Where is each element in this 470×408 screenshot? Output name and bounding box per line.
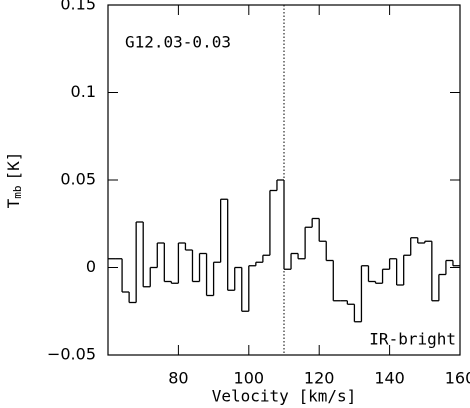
- y-tick-label: 0.05: [60, 170, 96, 189]
- y-tick-label: 0.15: [60, 0, 96, 14]
- y-label-sub: mb: [11, 186, 24, 199]
- y-label-main: T: [4, 198, 23, 208]
- x-tick-label: 120: [304, 369, 335, 388]
- annotation: G12.03-0.03: [125, 33, 231, 52]
- x-tick-label: 140: [374, 369, 405, 388]
- x-axis-label: Velocity [km/s]: [212, 387, 357, 406]
- y-tick-label: 0.1: [71, 82, 96, 101]
- x-tick-label: 160: [445, 369, 470, 388]
- y-axis-label: Tmb [K]: [4, 152, 25, 209]
- y-tick-label: 0: [86, 257, 96, 276]
- y-tick-label: −0.05: [47, 345, 96, 364]
- annotation: IR-bright: [369, 330, 456, 349]
- x-tick-label: 80: [168, 369, 188, 388]
- y-label-unit: [K]: [4, 152, 23, 181]
- x-tick-label: 100: [234, 369, 265, 388]
